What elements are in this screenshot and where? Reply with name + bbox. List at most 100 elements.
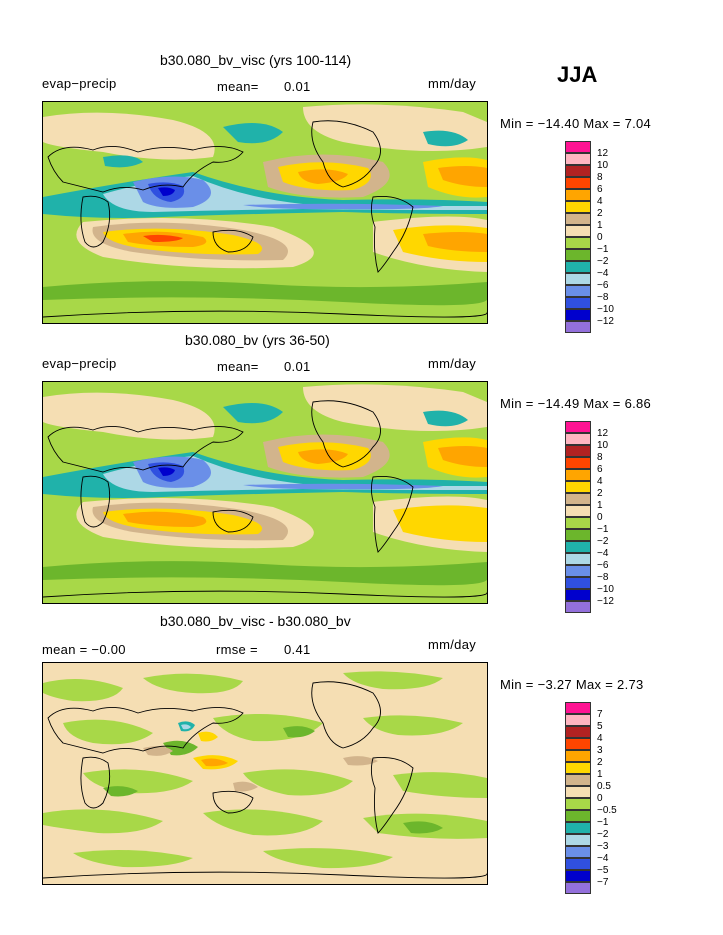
colorbar-swatch	[565, 309, 591, 321]
colorbar-tick: 2	[597, 208, 603, 219]
colorbar-swatch	[565, 457, 591, 469]
colorbar-swatch	[565, 870, 591, 882]
colorbar-swatch	[565, 249, 591, 261]
colorbar-tick: −6	[597, 280, 609, 291]
stat-value: 0.01	[284, 79, 311, 94]
colorbar-swatch	[565, 165, 591, 177]
min-max-label: Min = −14.40 Max = 7.04	[500, 116, 652, 131]
colorbar-tick: 12	[597, 428, 609, 439]
panel-title: b30.080_bv (yrs 36-50)	[185, 332, 330, 348]
units-label: mm/day	[428, 76, 477, 91]
colorbar-tick: −4	[597, 853, 609, 864]
colorbar	[565, 141, 591, 333]
min-max-label: Min = −3.27 Max = 2.73	[500, 677, 644, 692]
colorbar-swatch	[565, 738, 591, 750]
colorbar-swatch	[565, 445, 591, 457]
colorbar-swatch	[565, 714, 591, 726]
diff-mean-label: mean = −0.00	[42, 642, 126, 657]
colorbar-tick: 5	[597, 721, 603, 732]
colorbar-tick: 4	[597, 476, 603, 487]
colorbar-tick: 0.5	[597, 781, 611, 792]
colorbar-swatch	[565, 273, 591, 285]
colorbar-tick: −6	[597, 560, 609, 571]
colorbar-tick: −3	[597, 841, 609, 852]
colorbar-tick: 4	[597, 196, 603, 207]
panel-title: b30.080_bv_visc (yrs 100-114)	[160, 52, 352, 68]
colorbar-swatch	[565, 433, 591, 445]
units-label: mm/day	[428, 637, 477, 652]
map-plot	[42, 662, 488, 885]
colorbar-swatch	[565, 153, 591, 165]
colorbar-tick: −1	[597, 524, 609, 535]
colorbar-tick: 4	[597, 733, 603, 744]
stat-value: 0.41	[284, 642, 311, 657]
colorbar-tick: 0	[597, 232, 603, 243]
colorbar-tick: −12	[597, 596, 614, 607]
colorbar-tick: 0	[597, 793, 603, 804]
colorbar-tick: −4	[597, 268, 609, 279]
colorbar-swatch	[565, 285, 591, 297]
colorbar-tick: −10	[597, 584, 614, 595]
colorbar-swatch	[565, 321, 591, 333]
colorbar-tick: −7	[597, 877, 609, 888]
colorbar-swatch	[565, 493, 591, 505]
colorbar-swatch	[565, 762, 591, 774]
colorbar-labels: 12 10 8 6 4 2 1 0 −1 −2 −4 −6 −8 −10 −12	[597, 428, 614, 608]
colorbar-labels: 7 5 4 3 2 1 0.5 0 −0.5 −1 −2 −3 −4 −5 −7	[597, 709, 617, 889]
colorbar-swatch	[565, 810, 591, 822]
stat-label: mean=	[217, 79, 259, 94]
colorbar-tick: −0.5	[597, 805, 617, 816]
colorbar-swatch	[565, 846, 591, 858]
colorbar-tick: −2	[597, 829, 609, 840]
colorbar-swatch	[565, 702, 591, 714]
colorbar-swatch	[565, 225, 591, 237]
colorbar-swatch	[565, 177, 591, 189]
colorbar-tick: 10	[597, 440, 609, 451]
colorbar-tick: 3	[597, 745, 603, 756]
map-plot	[42, 101, 488, 324]
colorbar	[565, 421, 591, 613]
colorbar-swatch	[565, 189, 591, 201]
colorbar-tick: 1	[597, 769, 603, 780]
season-label: JJA	[557, 62, 598, 87]
colorbar-tick: −1	[597, 817, 609, 828]
colorbar-swatch	[565, 589, 591, 601]
colorbar-tick: −2	[597, 536, 609, 547]
colorbar-tick: 0	[597, 512, 603, 523]
colorbar-tick: 2	[597, 488, 603, 499]
field-label: evap−precip	[42, 76, 117, 91]
colorbar-swatch	[565, 141, 591, 153]
colorbar-tick: 8	[597, 452, 603, 463]
colorbar-swatch	[565, 601, 591, 613]
colorbar-swatch	[565, 201, 591, 213]
colorbar-tick: −12	[597, 316, 614, 327]
colorbar-swatch	[565, 798, 591, 810]
colorbar-swatch	[565, 577, 591, 589]
colorbar-swatch	[565, 213, 591, 225]
colorbar-swatch	[565, 237, 591, 249]
colorbar-tick: −8	[597, 292, 609, 303]
stat-value: 0.01	[284, 359, 311, 374]
colorbar-swatch	[565, 297, 591, 309]
colorbar-tick: −4	[597, 548, 609, 559]
colorbar-tick: −8	[597, 572, 609, 583]
colorbar-swatch	[565, 541, 591, 553]
colorbar-tick: −2	[597, 256, 609, 267]
colorbar-tick: 6	[597, 184, 603, 195]
stat-label: mean=	[217, 359, 259, 374]
colorbar	[565, 702, 591, 894]
colorbar-swatch	[565, 750, 591, 762]
field-label: evap−precip	[42, 356, 117, 371]
colorbar-swatch	[565, 565, 591, 577]
colorbar-swatch	[565, 786, 591, 798]
colorbar-swatch	[565, 774, 591, 786]
colorbar-tick: 6	[597, 464, 603, 475]
panel-title: b30.080_bv_visc - b30.080_bv	[160, 613, 351, 629]
colorbar-swatch	[565, 858, 591, 870]
colorbar-tick: 7	[597, 709, 603, 720]
stat-label: rmse =	[216, 642, 258, 657]
map-plot	[42, 381, 488, 604]
colorbar-swatch	[565, 481, 591, 493]
colorbar-swatch	[565, 505, 591, 517]
colorbar-swatch	[565, 834, 591, 846]
